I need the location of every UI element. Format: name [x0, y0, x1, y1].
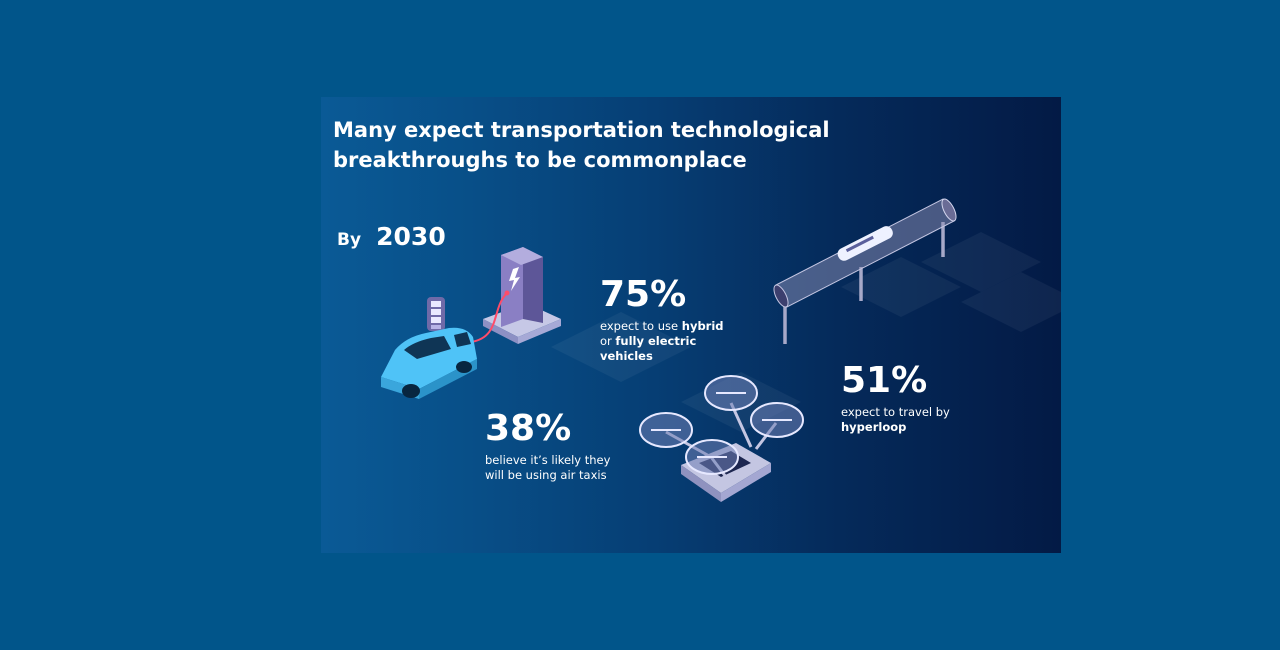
- stat-air-taxi-line1: believe it’s likely they: [485, 453, 611, 467]
- stat-electric-line1-text: expect to use: [600, 319, 682, 333]
- hyperloop-tube-icon: [773, 198, 957, 344]
- stat-hyperloop-description: expect to travel by hyperloop: [841, 405, 950, 435]
- stat-electric-line2-bold: fully electric: [615, 334, 697, 348]
- stat-electric-line3-bold: vehicles: [600, 349, 653, 363]
- year-value: 2030: [376, 222, 446, 251]
- stat-hyperloop-line2-bold: hyperloop: [841, 420, 907, 434]
- title-line-2: breakthroughs to be commonplace: [333, 148, 747, 172]
- illustration-layer: [381, 198, 1061, 502]
- year-heading: By 2030: [337, 222, 446, 251]
- stat-air-taxi-description: believe it’s likely they will be using a…: [485, 453, 610, 483]
- stat-electric-description: expect to use hybrid or fully electric v…: [600, 319, 724, 364]
- stat-air-taxi-line2: will be using air taxis: [485, 468, 607, 482]
- stat-hyperloop-value: 51%: [841, 360, 928, 401]
- stat-hyperloop-line1: expect to travel by: [841, 405, 950, 419]
- stat-electric-value: 75%: [600, 274, 687, 315]
- stat-air-taxi-value: 38%: [485, 408, 572, 449]
- stat-electric-line2-text: or: [600, 334, 616, 348]
- infographic-title: Many expect transportation technological…: [333, 115, 853, 175]
- title-line-1: Many expect transportation technological: [333, 118, 830, 142]
- air-taxi-icon: [639, 375, 804, 502]
- stat-air-taxis: 38% believe it’s likely they will be usi…: [485, 409, 610, 483]
- charging-station-icon: [470, 247, 561, 344]
- electric-car-icon: [381, 327, 477, 399]
- battery-icon: [427, 297, 445, 331]
- stat-electric-vehicles: 75% expect to use hybrid or fully electr…: [600, 275, 724, 364]
- stat-hyperloop: 51% expect to travel by hyperloop: [841, 361, 950, 435]
- by-label: By: [337, 230, 362, 250]
- stat-electric-line1-bold: hybrid: [681, 319, 724, 333]
- infographic-panel: Many expect transportation technological…: [321, 97, 1061, 553]
